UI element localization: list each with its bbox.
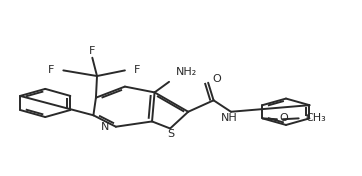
Text: O: O — [212, 74, 221, 84]
Text: CH₃: CH₃ — [305, 113, 326, 123]
Text: O: O — [280, 113, 289, 123]
Text: F: F — [48, 65, 54, 74]
Text: F: F — [134, 65, 140, 74]
Text: F: F — [89, 46, 96, 56]
Text: N: N — [101, 122, 109, 132]
Text: S: S — [167, 129, 174, 139]
Text: NH: NH — [221, 114, 237, 123]
Text: NH₂: NH₂ — [176, 67, 198, 77]
